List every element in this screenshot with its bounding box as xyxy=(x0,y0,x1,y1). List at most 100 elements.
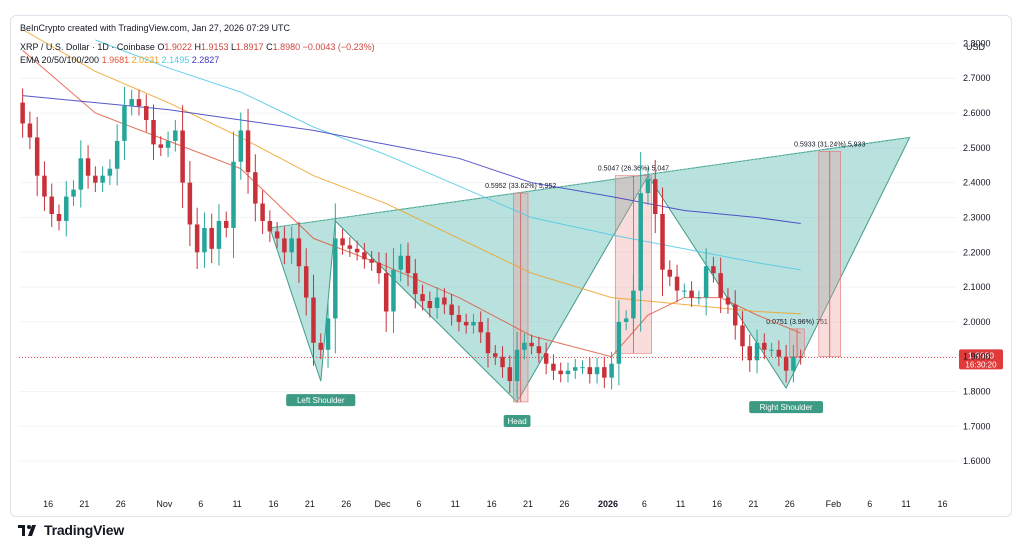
candle-body xyxy=(449,304,454,315)
price-chart[interactable]: Left Shoulder Head Right Shoulder 0.5952 (… xyxy=(11,16,1011,516)
ema100-value: 2.1495 xyxy=(161,55,190,65)
time-tick-label: 21 xyxy=(305,499,315,509)
candle-body xyxy=(747,346,753,361)
candle-body xyxy=(587,367,593,375)
change-value: −0.0043 (−0.23%) xyxy=(302,42,375,52)
time-tick-label: 26 xyxy=(116,499,126,509)
candle-body xyxy=(362,252,367,260)
candle-body xyxy=(238,130,244,162)
pattern-label: Left Shoulder xyxy=(297,396,345,405)
time-axis: 16 21 26 Nov 6 11 16 21 26 Dec 6 11 16 21 26 2026 6 11 16 2… xyxy=(43,499,947,509)
candle-body xyxy=(42,175,47,197)
last-price-badge xyxy=(959,349,1003,370)
tradingview-logo[interactable]: TradingView xyxy=(18,521,124,539)
countdown-value: 16:30:20 xyxy=(965,360,997,369)
price-tick-label: 1.8000 xyxy=(963,387,991,397)
candle-body xyxy=(558,370,563,375)
candle-body xyxy=(383,273,389,312)
candle-body xyxy=(551,363,556,371)
ohlc-legend: XRP / U.S. Dollar · 1D · Coinbase O1.902… xyxy=(20,42,375,52)
candle-body xyxy=(151,120,156,145)
time-tick-label: 26 xyxy=(785,499,795,509)
candle-body xyxy=(594,367,600,375)
time-tick-label: 21 xyxy=(748,499,758,509)
candle-body xyxy=(631,290,636,319)
candle-body xyxy=(318,342,324,350)
candle-body xyxy=(216,220,222,249)
candle-body xyxy=(78,158,84,190)
candle-body xyxy=(173,130,178,141)
ema-legend[interactable]: EMA 20/50/100/200 1.9681 2.0231 2.1495 2… xyxy=(20,55,219,65)
candle-body xyxy=(71,189,76,197)
candle-body xyxy=(405,255,411,274)
candle-body xyxy=(100,175,105,183)
price-tick-label: 2.4000 xyxy=(963,178,991,188)
candle-body xyxy=(718,273,723,298)
candle-body xyxy=(573,367,578,371)
candle-body xyxy=(245,130,251,173)
measurement-label: 0.5047 (26.36%) 5,047 xyxy=(598,166,669,173)
candle-body xyxy=(282,238,287,253)
time-tick-label: 16 xyxy=(43,499,53,509)
price-tick-label: 2.5000 xyxy=(963,143,991,153)
pattern-label-bg xyxy=(749,401,824,414)
close-label: C xyxy=(266,42,273,52)
candle-body xyxy=(311,297,316,343)
low-value: 1.8917 xyxy=(236,42,264,52)
symbol-title[interactable]: XRP / U.S. Dollar · 1D · Coinbase xyxy=(20,42,155,52)
candle-body xyxy=(369,259,374,263)
candle-body xyxy=(703,266,709,298)
candle-body xyxy=(202,227,207,253)
candle-body xyxy=(398,255,403,270)
candle-body xyxy=(696,297,702,299)
candle-body xyxy=(354,248,360,253)
tradingview-logo-icon xyxy=(18,525,36,536)
time-tick-label: 11 xyxy=(232,499,241,509)
candle-body xyxy=(732,304,738,326)
candle-body xyxy=(223,220,229,228)
candle-body xyxy=(565,370,571,375)
price-tick-label: 2.8000 xyxy=(963,38,991,48)
currency-label[interactable]: USD xyxy=(966,42,986,52)
candle-body xyxy=(333,238,338,319)
price-tick-label: 1.7000 xyxy=(963,421,991,431)
time-tick-label: 2026 xyxy=(598,499,618,509)
candle-body xyxy=(616,321,622,364)
candle-body xyxy=(253,172,258,204)
price-tick-label: 2.3000 xyxy=(963,212,991,222)
time-tick-label: 6 xyxy=(198,499,203,509)
measurement-label: 0.5933 (31.24%) 5,933 xyxy=(794,141,865,148)
candle-body xyxy=(129,99,134,107)
candle-body xyxy=(485,332,491,354)
candle-body xyxy=(522,342,527,350)
candle-body xyxy=(340,238,345,246)
ema200-value: 2.2827 xyxy=(191,55,220,65)
price-axis: 1.6000 1.7000 1.8000 1.9000 2.0000 2.1000 2.20… xyxy=(963,38,991,466)
candle-body xyxy=(122,106,127,141)
price-tick-label: 2.7000 xyxy=(963,73,991,83)
candle-body xyxy=(107,168,113,176)
time-tick-label: 16 xyxy=(487,499,497,509)
time-tick-label: 11 xyxy=(451,499,460,509)
pattern-label: Right Shoulder xyxy=(760,403,813,412)
candle-body xyxy=(347,245,353,249)
candle-body xyxy=(798,356,803,358)
candle-body xyxy=(85,158,91,176)
candle-body xyxy=(413,273,418,295)
candle-body xyxy=(471,321,476,326)
measurement-boxes: 0.5952 (33.62%) 5,952 0.5047 (26.36%) 5,0… xyxy=(485,141,865,403)
candle-body xyxy=(536,346,542,354)
candle-body xyxy=(56,214,62,221)
pattern-label-bg xyxy=(503,415,531,427)
candle-body xyxy=(463,321,469,326)
time-tick-label: 6 xyxy=(642,499,647,509)
candle-body xyxy=(529,342,534,347)
open-value: 1.9022 xyxy=(164,42,192,52)
time-tick-label: 16 xyxy=(268,499,278,509)
ema-line-100 xyxy=(95,39,801,271)
candle-body xyxy=(500,356,505,368)
candle-body xyxy=(187,182,193,225)
close-value: 1.8980 xyxy=(272,42,301,52)
candle-body xyxy=(674,276,680,291)
candle-body xyxy=(602,367,607,378)
